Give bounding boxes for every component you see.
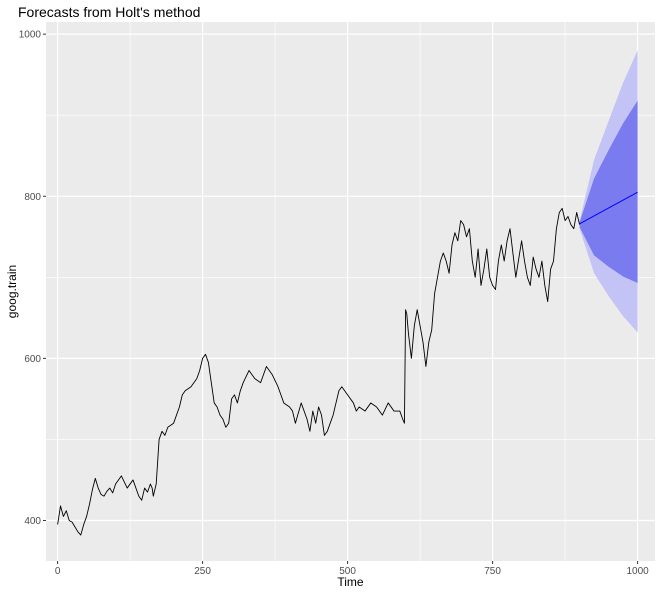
chart-title: Forecasts from Holt's method (18, 4, 201, 20)
x-tick-label: 250 (194, 566, 211, 577)
y-tick-label: 1000 (19, 30, 42, 41)
series-lines (57, 191, 638, 536)
y-axis-title: goog.train (5, 265, 19, 318)
x-axis-title: Time (337, 575, 364, 589)
y-tick-label: 400 (24, 516, 41, 527)
y-tick-label: 800 (24, 192, 41, 203)
prediction-interval-80 (579, 100, 638, 283)
minor-gridlines (46, 22, 655, 561)
x-tick-label: 1000 (626, 566, 649, 577)
x-tick-label: 750 (484, 566, 501, 577)
forecast-line (579, 191, 638, 225)
observed-series-line (57, 207, 581, 536)
plot-panel (46, 22, 655, 561)
y-tick-label: 600 (24, 354, 41, 365)
axis-ticks: 0 250 500 750 1000 400 600 800 1000 (19, 30, 649, 577)
x-tick-label: 500 (339, 566, 356, 577)
prediction-intervals (579, 50, 638, 333)
x-tick-label: 0 (55, 566, 61, 577)
